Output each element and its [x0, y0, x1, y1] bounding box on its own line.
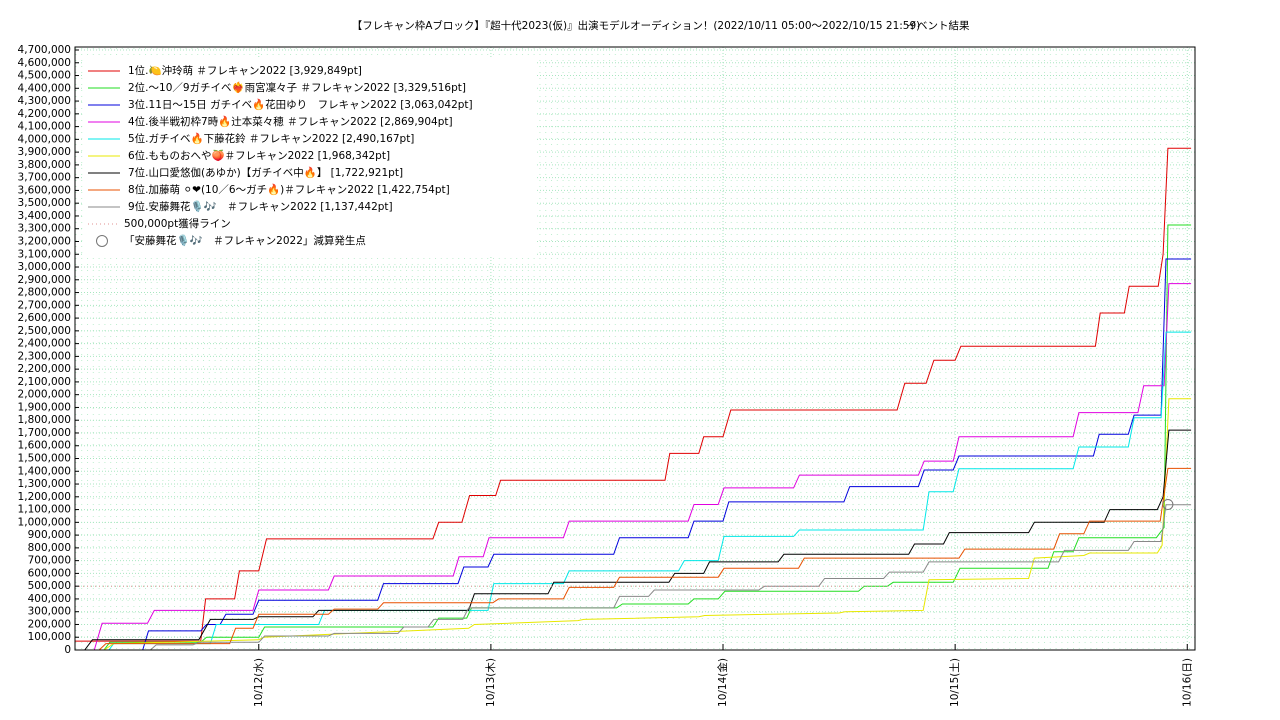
y-tick-label: 4,000,000 — [18, 133, 71, 145]
y-tick-label: 1,200,000 — [18, 491, 71, 503]
legend-label: 5位.ガチイベ🔥下藤花鈴 ＃フレキャン2022 [2,490,167pt] — [128, 132, 414, 145]
y-tick-label: 2,400,000 — [18, 338, 71, 350]
legend-label: 「安藤舞花🎙️🎶 ＃フレキャン2022」減算発生点 — [124, 234, 366, 247]
legend-label: 4位.後半戦初枠7時🔥辻本菜々穂 ＃フレキャン2022 [2,869,904pt… — [128, 115, 453, 128]
y-tick-label: 500,000 — [28, 580, 71, 592]
y-tick-label: 2,900,000 — [18, 274, 71, 286]
series-line — [75, 147, 1192, 642]
y-tick-label: 1,800,000 — [18, 414, 71, 426]
y-tick-label: 1,900,000 — [18, 401, 71, 413]
y-tick-label: 3,200,000 — [18, 235, 71, 247]
y-tick-label: 2,700,000 — [18, 299, 71, 311]
y-tick-label: 3,100,000 — [18, 248, 71, 260]
y-tick-label: 2,500,000 — [18, 325, 71, 337]
y-tick-label: 800,000 — [28, 542, 71, 554]
series-line — [75, 331, 1192, 651]
plot-frame — [74, 46, 1196, 651]
y-tick-label: 4,500,000 — [18, 70, 71, 82]
y-tick-label: 2,600,000 — [18, 312, 71, 324]
legend-label: 3位.11日〜15日 ガチイベ🔥花田ゆり フレキャン2022 [3,063,04… — [128, 98, 473, 111]
y-tick-label: 2,800,000 — [18, 287, 71, 299]
legend-label: 1位.🍋沖玲萌 ＃フレキャン2022 [3,929,849pt] — [128, 64, 362, 77]
y-tick-label: 1,000,000 — [18, 516, 71, 528]
x-tick-label: 10/15(土) — [948, 658, 961, 707]
y-tick-label: 600,000 — [28, 567, 71, 579]
y-tick-label: 3,600,000 — [18, 184, 71, 196]
y-tick-label: 2,000,000 — [18, 389, 71, 401]
y-tick-label: 3,500,000 — [18, 197, 71, 209]
y-tick-label: 2,200,000 — [18, 363, 71, 375]
y-tick-label: 1,300,000 — [18, 478, 71, 490]
x-tick-label: 10/13(木) — [485, 658, 497, 707]
y-tick-label: 700,000 — [28, 555, 71, 567]
series-line — [75, 467, 1192, 651]
lines — [75, 147, 1195, 651]
y-tick-label: 3,300,000 — [18, 223, 71, 235]
y-tick-label: 3,700,000 — [18, 172, 71, 184]
y-tick-label: 400,000 — [28, 593, 71, 605]
legend-box — [83, 57, 535, 255]
series-line — [75, 398, 1192, 651]
y-tick-label: 0 — [64, 644, 71, 656]
legend-marker — [96, 235, 108, 247]
y-tick-label: 1,500,000 — [18, 453, 71, 465]
y-tick-label: 4,700,000 — [18, 44, 71, 56]
y-tick-label: 4,300,000 — [18, 95, 71, 107]
legend: 1位.🍋沖玲萌 ＃フレキャン2022 [3,929,849pt] 2位.〜10／9… — [83, 57, 535, 255]
y-tick-label: 2,100,000 — [18, 376, 71, 388]
series-line — [75, 429, 1192, 651]
y-tick-label: 2,300,000 — [18, 350, 71, 362]
legend-label: 2位.〜10／9ガチイベ❤️‍🔥雨宮凜々子 ＃フレキャン2022 [3,329,… — [128, 81, 466, 94]
legend-label: 8位.加藤萌 ⚪❤(10／6〜ガチ🔥)＃フレキャン2022 [1,422,754… — [128, 183, 450, 196]
y-tick-label: 1,100,000 — [18, 504, 71, 516]
chart-title: 【フレキャン枠Aブロック】『超十代2023(仮)』出演モデルオーディション！(2… — [352, 19, 921, 32]
legend-label: 6位.もものおへや🍑＃フレキャン2022 [1,968,342pt] — [128, 149, 390, 162]
event-marker — [1162, 498, 1174, 510]
y-tick-label: 3,400,000 — [18, 210, 71, 222]
y-tick-label: 4,400,000 — [18, 82, 71, 94]
y-tick-label: 900,000 — [28, 529, 71, 541]
y-tick-label: 200,000 — [28, 618, 71, 630]
y-tick-label: 4,200,000 — [18, 108, 71, 120]
y-tick-label: 300,000 — [28, 606, 71, 618]
y-tick-label: 1,700,000 — [18, 427, 71, 439]
legend-label: 9位.安藤舞花🎙️🎶 ＃フレキャン2022 [1,137,442pt] — [128, 200, 393, 213]
x-tick-label: 10/12(水) — [253, 658, 265, 707]
y-tick-label: 1,600,000 — [18, 440, 71, 452]
x-tick-label: 10/16(日) — [1181, 658, 1193, 707]
legend-label: 500,000pt獲得ライン — [124, 217, 231, 230]
y-tick-label: 4,100,000 — [18, 121, 71, 133]
legend-label: 7位.山口愛悠伽(あゆか)【ガチイベ中🔥】 [1,722,921pt] — [128, 166, 403, 179]
y-tick-label: 3,800,000 — [18, 159, 71, 171]
series-line — [75, 283, 1192, 651]
x-tick-label: 10/14(金) — [716, 658, 729, 707]
chart-subtitle: イベント結果 — [907, 19, 970, 32]
y-tick-label: 4,600,000 — [18, 57, 71, 69]
y-tick-label: 100,000 — [28, 631, 71, 643]
y-tick-label: 3,000,000 — [18, 261, 71, 273]
axes: 0100,000200,000300,000400,000500,000600,… — [18, 44, 1194, 707]
series-line — [75, 224, 1192, 651]
series-line — [75, 504, 1192, 651]
y-tick-label: 3,900,000 — [18, 146, 71, 158]
y-tick-label: 1,400,000 — [18, 465, 71, 477]
